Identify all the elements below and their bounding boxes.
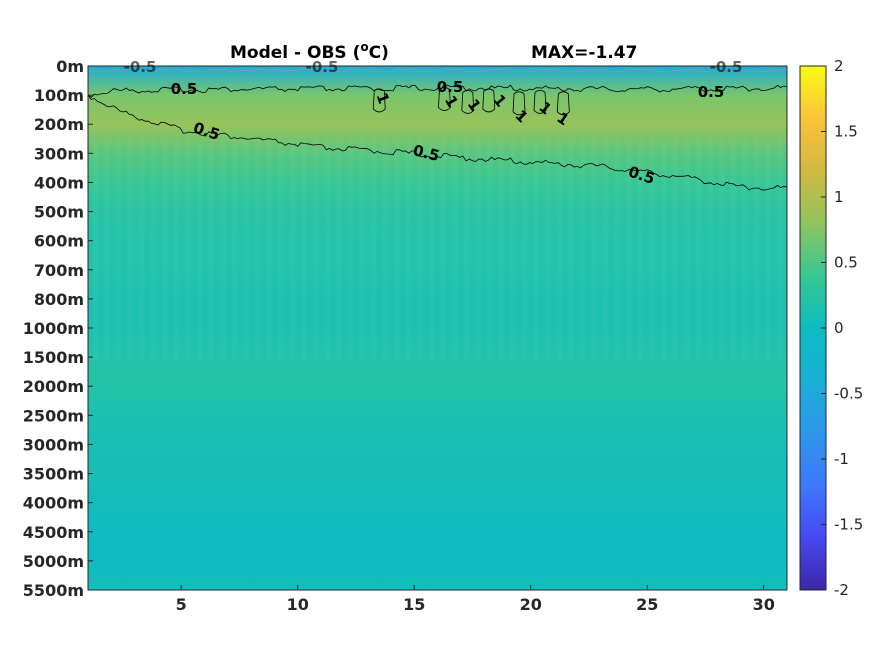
contour-lines — [88, 68, 787, 191]
y-tick-label: 300m — [34, 144, 84, 163]
colorbar: 2 1.5 1 0.5 0 -0.5 -1 -1.5 -2 — [799, 57, 863, 599]
y-tick-label: 2500m — [23, 406, 84, 425]
y-tick-label: 1000m — [23, 319, 84, 338]
x-tick-label: 20 — [520, 595, 542, 614]
colorbar-tick-label: -2 — [834, 581, 849, 599]
y-tick-label: 5500m — [23, 581, 84, 600]
x-tick-label: 25 — [636, 595, 658, 614]
colorbar-tick-label: 1 — [834, 188, 844, 206]
contour-closed-region — [438, 87, 451, 111]
x-tick-label: 5 — [176, 595, 187, 614]
contour-label: 0.5 — [437, 78, 464, 96]
colorbar-tick-label: 0 — [834, 319, 844, 337]
y-tick-label: 2000m — [23, 377, 84, 396]
contour-closed-region — [533, 89, 547, 114]
y-tick-label: 600m — [34, 232, 84, 251]
colorbar-ticks: 2 1.5 1 0.5 0 -0.5 -1 -1.5 -2 — [821, 57, 863, 599]
contour-line — [88, 84, 787, 98]
x-tick-label: 15 — [403, 595, 425, 614]
y-tick-label: 4500m — [23, 523, 84, 542]
heatmap-texture — [88, 140, 787, 360]
contour-closed-region — [556, 91, 570, 116]
y-tick-label: 800m — [34, 290, 84, 309]
y-tick-label: 0m — [56, 57, 84, 76]
y-tick-label: 500m — [34, 203, 84, 222]
colorbar-tick-label: 1.5 — [834, 123, 858, 141]
contour-line — [88, 94, 787, 191]
chart-title: Model - OBS (oC) — [230, 40, 389, 63]
y-tick-label: 3500m — [23, 465, 84, 484]
colorbar-tick-label: 0.5 — [834, 254, 858, 272]
y-tick-label: 4000m — [23, 494, 84, 513]
colorbar-tick-label: 2 — [834, 57, 844, 75]
y-tick-label: 1500m — [23, 348, 84, 367]
y-tick-label: 100m — [34, 86, 84, 105]
y-axis: 0m 100m 200m 300m 400m 500m 600m 700m 800m 1000m 1… — [23, 57, 93, 600]
y-tick-label: 700m — [34, 261, 84, 280]
colorbar-tick-label: -0.5 — [834, 385, 863, 403]
contour-line — [88, 68, 787, 73]
contour-closed-region — [461, 89, 475, 114]
contour-label: 0.5 — [698, 83, 725, 101]
x-axis: 5 10 15 20 25 30 — [176, 585, 775, 614]
contour-closed-region — [372, 88, 386, 113]
contour-closed-region — [482, 88, 496, 113]
y-tick-label: 400m — [34, 173, 84, 192]
y-tick-label: 5000m — [23, 552, 84, 571]
y-tick-label: 3000m — [23, 435, 84, 454]
contour-label: -0.5 — [710, 58, 743, 76]
contour-label: 0.5 — [171, 80, 198, 98]
x-tick-label: 10 — [287, 595, 309, 614]
chart-max-label: MAX=-1.47 — [531, 43, 637, 63]
colorbar-tick-label: -1 — [834, 450, 849, 468]
colorbar-tick-label: -1.5 — [834, 516, 863, 534]
heatmap-area — [88, 66, 787, 590]
y-tick-label: 200m — [34, 115, 84, 134]
x-tick-label: 30 — [753, 595, 775, 614]
contour-closed-region — [512, 91, 526, 116]
contour-label: 0.5 — [411, 141, 441, 165]
contour-label: -0.5 — [306, 58, 339, 76]
contour-label: -0.5 — [124, 58, 157, 76]
